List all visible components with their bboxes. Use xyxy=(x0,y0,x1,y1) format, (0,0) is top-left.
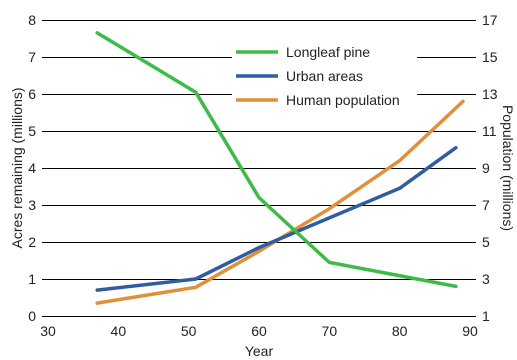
y-left-axis-label: Acres remaining (millions) xyxy=(9,87,25,248)
y-left-tick-5: 5 xyxy=(28,123,36,139)
x-tick-70: 70 xyxy=(322,323,338,339)
y-right-axis-label: Population (millions) xyxy=(500,105,516,231)
x-tick-40: 40 xyxy=(111,323,127,339)
series-line-urban-areas xyxy=(95,145,458,292)
y-right-tick-1: 1 xyxy=(482,308,490,324)
y-left-tick-6: 6 xyxy=(28,86,36,102)
legend-label-urban-areas: Urban areas xyxy=(286,68,363,84)
y-right-tick-9: 9 xyxy=(482,160,490,176)
y-right-tick-11: 11 xyxy=(482,123,497,139)
y-left-tick-2: 2 xyxy=(28,234,36,250)
x-tick-50: 50 xyxy=(181,323,197,339)
series-line-longleaf-pine xyxy=(95,31,458,289)
y-left-tick-4: 4 xyxy=(28,160,36,176)
gridlines xyxy=(42,20,476,317)
legend-bg-0 xyxy=(232,41,417,63)
legend-label-longleaf-pine: Longleaf pine xyxy=(286,44,370,60)
x-tick-80: 80 xyxy=(392,323,408,339)
y-right-tick-17: 17 xyxy=(482,12,498,28)
y-left-tick-8: 8 xyxy=(28,12,36,28)
y-right-tick-7: 7 xyxy=(482,197,490,213)
y-left-tick-3: 3 xyxy=(28,197,36,213)
x-tick-60: 60 xyxy=(251,323,267,339)
y-right-tick-15: 15 xyxy=(482,49,498,65)
legend: Longleaf pine Urban areas Human population xyxy=(232,41,417,111)
y-right-tick-5: 5 xyxy=(482,234,490,250)
y-left-tick-7: 7 xyxy=(28,49,36,65)
series-lines xyxy=(95,31,465,305)
legend-bg-1 xyxy=(232,65,417,87)
legend-label-human-population: Human population xyxy=(286,92,400,108)
x-axis-label: Year xyxy=(245,343,274,359)
x-tick-90: 90 xyxy=(462,323,478,339)
y-left-tick-0: 0 xyxy=(28,308,36,324)
y-left-tick-1: 1 xyxy=(28,271,36,287)
y-right-tick-3: 3 xyxy=(482,271,490,287)
legend-bg-2 xyxy=(232,89,417,111)
x-tick-30: 30 xyxy=(40,323,56,339)
y-right-tick-13: 13 xyxy=(482,86,498,102)
